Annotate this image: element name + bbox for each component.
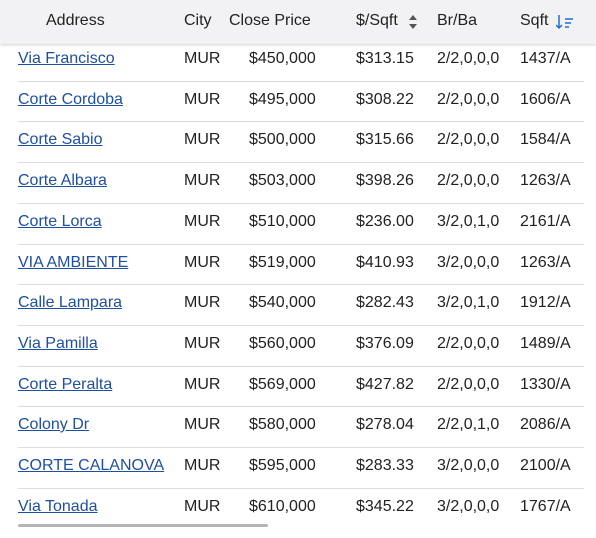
table-cell: 2/2,0,0,0 [437,131,500,148]
table-cell: $610,000 [249,498,316,515]
table-cell: $345.22 [356,498,414,515]
header-cell[interactable]: Close Price [229,12,311,29]
table-cell: 2/2,0,0,0 [437,335,500,352]
table-cell: $500,000 [249,131,316,148]
address-link[interactable]: Calle Lampara [18,294,123,311]
table-cell: $376.09 [356,335,414,352]
address-link[interactable]: Colony Dr [18,416,90,433]
table-cell: MUR [184,172,221,189]
table-cell: $510,000 [249,213,316,230]
header-cell[interactable]: Address [46,12,105,29]
table-cell: $450,000 [249,50,316,67]
table-cell: MUR [184,376,221,393]
row-separator [18,284,584,285]
table-cell: $495,000 [249,91,316,108]
table-cell: $503,000 [249,172,316,189]
row-separator [18,366,584,367]
sort-icon[interactable] [408,14,418,30]
table-cell: 1767/A [520,498,571,515]
table-cell: 2/2,0,0,0 [437,376,500,393]
row-separator [18,81,584,82]
table-cell: 2/2,0,0,0 [437,172,500,189]
table-cell: $560,000 [249,335,316,352]
table-cell: 2/2,0,0,0 [437,91,500,108]
table-cell: $236.00 [356,213,414,230]
address-link[interactable]: Corte Peralta [18,376,113,393]
table-cell: $595,000 [249,457,316,474]
table-cell: MUR [184,213,221,230]
table-cell: 3/2,0,0,0 [437,457,500,474]
table-cell: 1437/A [520,50,571,67]
table-cell: $313.15 [356,50,414,67]
address-link[interactable]: Via Tonada [18,498,98,515]
row-separator [18,203,584,204]
table-cell: 3/2,0,0,0 [437,254,500,271]
address-link[interactable]: Via Pamilla [18,335,98,352]
table-cell: MUR [184,91,221,108]
table-cell: MUR [184,131,221,148]
table-cell: $283.33 [356,457,414,474]
row-separator [18,325,584,326]
table-cell: 2/2,0,1,0 [437,416,500,433]
table-cell: 3/2,0,0,0 [437,498,500,515]
table-cell: 2/2,0,0,0 [437,50,500,67]
table-cell: $580,000 [249,416,316,433]
address-link[interactable]: CORTE CALANOVA [18,457,165,474]
table-cell: $308.22 [356,91,414,108]
table-cell: MUR [184,416,221,433]
row-separator [18,244,584,245]
sort-desc-icon[interactable] [556,14,574,30]
table-cell: $315.66 [356,131,414,148]
scrollbar[interactable] [18,524,268,527]
table-cell: $278.04 [356,416,414,433]
table-cell: MUR [184,498,221,515]
table-cell: 1330/A [520,376,571,393]
table-cell: 2161/A [520,213,571,230]
table-cell: MUR [184,457,221,474]
header-row: Address City Close Price $/Sqft Br/Ba Sq… [0,0,596,44]
table-cell: 2100/A [520,457,571,474]
address-link[interactable]: Via Francisco [18,50,115,67]
table-cell: 1912/A [520,294,571,311]
table-cell: $540,000 [249,294,316,311]
table-cell: $427.82 [356,376,414,393]
table-cell: $282.43 [356,294,414,311]
header-cell[interactable]: Br/Ba [437,12,478,29]
header-cell[interactable]: Sqft [520,12,549,29]
table-cell: 2086/A [520,416,571,433]
header-cell[interactable]: $/Sqft [356,12,398,29]
row-separator [18,162,584,163]
row-separator [18,488,584,489]
table-cell: 1263/A [520,172,571,189]
address-link[interactable]: VIA AMBIENTE [18,254,129,271]
table-cell: 3/2,0,1,0 [437,213,500,230]
table-cell: $569,000 [249,376,316,393]
table-cell: MUR [184,335,221,352]
table-cell: 1606/A [520,91,571,108]
table-cell: MUR [184,254,221,271]
table-cell: 1263/A [520,254,571,271]
row-separator [18,121,584,122]
table-cell: 3/2,0,1,0 [437,294,500,311]
table-cell: $519,000 [249,254,316,271]
table-cell: $410.93 [356,254,414,271]
table-cell: MUR [184,294,221,311]
table-cell: 1584/A [520,131,571,148]
header-cell[interactable]: City [184,12,212,29]
table-cell: $398.26 [356,172,414,189]
address-link[interactable]: Corte Albara [18,172,107,189]
row-separator [18,447,584,448]
table-cell: 1489/A [520,335,571,352]
table-cell: MUR [184,50,221,67]
address-link[interactable]: Corte Sabio [18,131,103,148]
address-link[interactable]: Corte Cordoba [18,91,123,108]
address-link[interactable]: Corte Lorca [18,213,102,230]
row-separator [18,406,584,407]
